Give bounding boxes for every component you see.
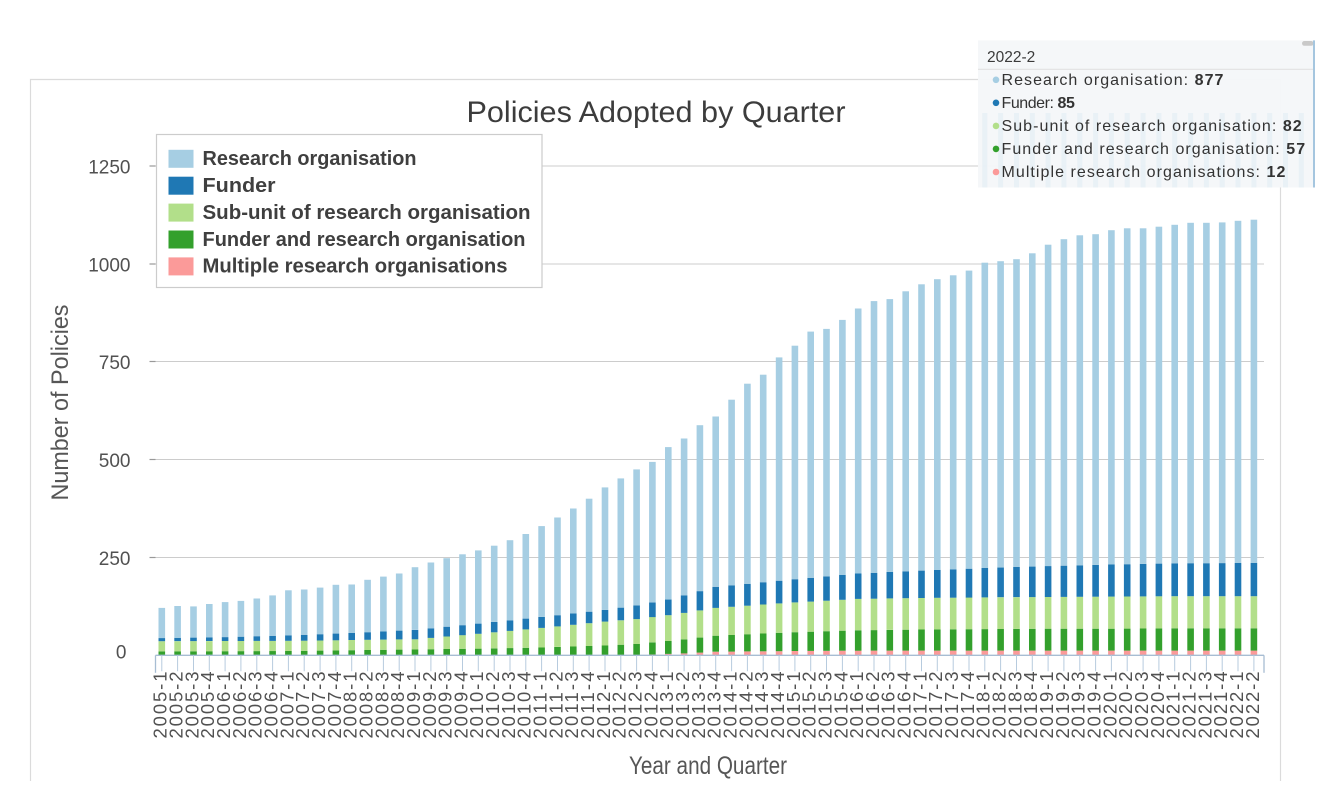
svg-text:2012-4: 2012-4 bbox=[640, 672, 661, 739]
svg-text:2017-1: 2017-1 bbox=[909, 672, 930, 739]
svg-text:2022-1: 2022-1 bbox=[1226, 672, 1247, 739]
svg-text:2008-4: 2008-4 bbox=[387, 672, 408, 739]
svg-text:2008-1: 2008-1 bbox=[340, 672, 361, 739]
svg-text:500: 500 bbox=[99, 451, 131, 472]
svg-text:2019-1: 2019-1 bbox=[1036, 672, 1057, 739]
svg-text:2018-1: 2018-1 bbox=[973, 672, 994, 739]
svg-text:Number of Policies: Number of Policies bbox=[47, 305, 74, 501]
svg-text:2014-2: 2014-2 bbox=[735, 672, 756, 739]
svg-text:2011-2: 2011-2 bbox=[545, 672, 566, 739]
svg-text:2021-1: 2021-1 bbox=[1163, 672, 1184, 739]
svg-text:2006-1: 2006-1 bbox=[213, 672, 234, 739]
svg-text:2009-2: 2009-2 bbox=[419, 672, 440, 739]
svg-text:1250: 1250 bbox=[88, 158, 130, 179]
svg-text:2021-2: 2021-2 bbox=[1179, 672, 1200, 739]
svg-text:2013-2: 2013-2 bbox=[672, 672, 693, 739]
svg-text:2011-1: 2011-1 bbox=[530, 672, 551, 739]
svg-text:2015-1: 2015-1 bbox=[783, 672, 804, 739]
svg-text:Multiple research organisation: Multiple research organisations bbox=[203, 256, 508, 278]
svg-text:2022-2: 2022-2 bbox=[1242, 672, 1263, 739]
svg-text:Research organisation: 877: Research organisation: 877 bbox=[1002, 72, 1225, 89]
svg-text:2017-2: 2017-2 bbox=[925, 672, 946, 739]
svg-text:2009-4: 2009-4 bbox=[450, 672, 471, 739]
svg-text:2009-1: 2009-1 bbox=[403, 672, 424, 739]
svg-text:2005-2: 2005-2 bbox=[166, 672, 187, 739]
svg-text:Year and Quarter: Year and Quarter bbox=[629, 752, 787, 780]
svg-text:2016-1: 2016-1 bbox=[846, 672, 867, 739]
svg-text:0: 0 bbox=[116, 643, 127, 664]
svg-text:2013-3: 2013-3 bbox=[688, 672, 709, 739]
svg-text:2020-4: 2020-4 bbox=[1147, 672, 1168, 739]
svg-text:2010-4: 2010-4 bbox=[514, 672, 535, 739]
svg-text:2010-1: 2010-1 bbox=[466, 672, 487, 739]
svg-text:Funder: 85: Funder: 85 bbox=[1002, 95, 1075, 112]
svg-text:2013-4: 2013-4 bbox=[704, 672, 725, 739]
svg-text:2010-3: 2010-3 bbox=[498, 672, 519, 739]
svg-text:2012-1: 2012-1 bbox=[593, 672, 614, 739]
svg-text:2015-4: 2015-4 bbox=[830, 672, 851, 739]
svg-text:2007-2: 2007-2 bbox=[292, 672, 313, 739]
svg-text:2012-2: 2012-2 bbox=[609, 672, 630, 739]
svg-text:Sub-unit of research organisat: Sub-unit of research organisation: 82 bbox=[1002, 118, 1303, 135]
svg-text:2012-3: 2012-3 bbox=[625, 672, 646, 739]
svg-text:Policies Adopted by Quarter: Policies Adopted by Quarter bbox=[467, 96, 846, 129]
svg-text:2005-3: 2005-3 bbox=[181, 672, 202, 739]
svg-text:2006-4: 2006-4 bbox=[261, 672, 282, 739]
svg-text:2014-1: 2014-1 bbox=[720, 672, 741, 739]
svg-text:750: 750 bbox=[99, 353, 131, 374]
svg-text:2016-4: 2016-4 bbox=[894, 672, 915, 739]
svg-text:250: 250 bbox=[99, 549, 131, 570]
svg-text:2013-1: 2013-1 bbox=[656, 672, 677, 739]
svg-text:2019-3: 2019-3 bbox=[1068, 672, 1089, 739]
svg-text:1000: 1000 bbox=[88, 255, 130, 276]
svg-text:2018-2: 2018-2 bbox=[989, 672, 1010, 739]
svg-text:2011-4: 2011-4 bbox=[577, 672, 598, 739]
svg-text:2019-2: 2019-2 bbox=[1052, 672, 1073, 739]
svg-text:2014-3: 2014-3 bbox=[751, 672, 772, 739]
svg-text:2017-3: 2017-3 bbox=[941, 672, 962, 739]
svg-text:2006-2: 2006-2 bbox=[229, 672, 250, 739]
svg-text:2021-4: 2021-4 bbox=[1210, 672, 1231, 739]
svg-text:Multiple research organisation: Multiple research organisations: 12 bbox=[1002, 164, 1287, 181]
svg-text:2008-3: 2008-3 bbox=[371, 672, 392, 739]
svg-text:2016-3: 2016-3 bbox=[878, 672, 899, 739]
svg-text:2018-3: 2018-3 bbox=[1004, 672, 1025, 739]
svg-text:2022-2: 2022-2 bbox=[987, 49, 1035, 66]
svg-text:2019-4: 2019-4 bbox=[1084, 672, 1105, 739]
svg-text:2005-4: 2005-4 bbox=[197, 672, 218, 739]
svg-text:2011-3: 2011-3 bbox=[561, 672, 582, 739]
svg-text:2020-2: 2020-2 bbox=[1115, 672, 1136, 739]
svg-text:2016-2: 2016-2 bbox=[862, 672, 883, 739]
svg-text:Research organisation: Research organisation bbox=[203, 148, 417, 170]
svg-text:2018-4: 2018-4 bbox=[1020, 672, 1041, 739]
svg-text:2005-1: 2005-1 bbox=[150, 672, 171, 739]
svg-text:2007-3: 2007-3 bbox=[308, 672, 329, 739]
svg-text:Sub-unit of research organisat: Sub-unit of research organisation bbox=[203, 202, 531, 224]
svg-text:2020-3: 2020-3 bbox=[1131, 672, 1152, 739]
svg-text:2007-4: 2007-4 bbox=[324, 672, 345, 739]
svg-text:2015-2: 2015-2 bbox=[799, 672, 820, 739]
svg-text:2009-3: 2009-3 bbox=[435, 672, 456, 739]
svg-text:2008-2: 2008-2 bbox=[356, 672, 377, 739]
svg-text:Funder and research organisati: Funder and research organisation: 57 bbox=[1002, 141, 1307, 158]
svg-text:2006-3: 2006-3 bbox=[245, 672, 266, 739]
svg-text:2014-4: 2014-4 bbox=[767, 672, 788, 739]
svg-text:2010-2: 2010-2 bbox=[482, 672, 503, 739]
svg-text:2020-1: 2020-1 bbox=[1099, 672, 1120, 739]
svg-text:2017-4: 2017-4 bbox=[957, 672, 978, 739]
svg-text:2021-3: 2021-3 bbox=[1194, 672, 1215, 739]
svg-text:2015-3: 2015-3 bbox=[814, 672, 835, 739]
svg-text:Funder: Funder bbox=[203, 175, 276, 197]
svg-text:Funder and research organisati: Funder and research organisation bbox=[203, 229, 526, 251]
svg-text:2007-1: 2007-1 bbox=[276, 672, 297, 739]
